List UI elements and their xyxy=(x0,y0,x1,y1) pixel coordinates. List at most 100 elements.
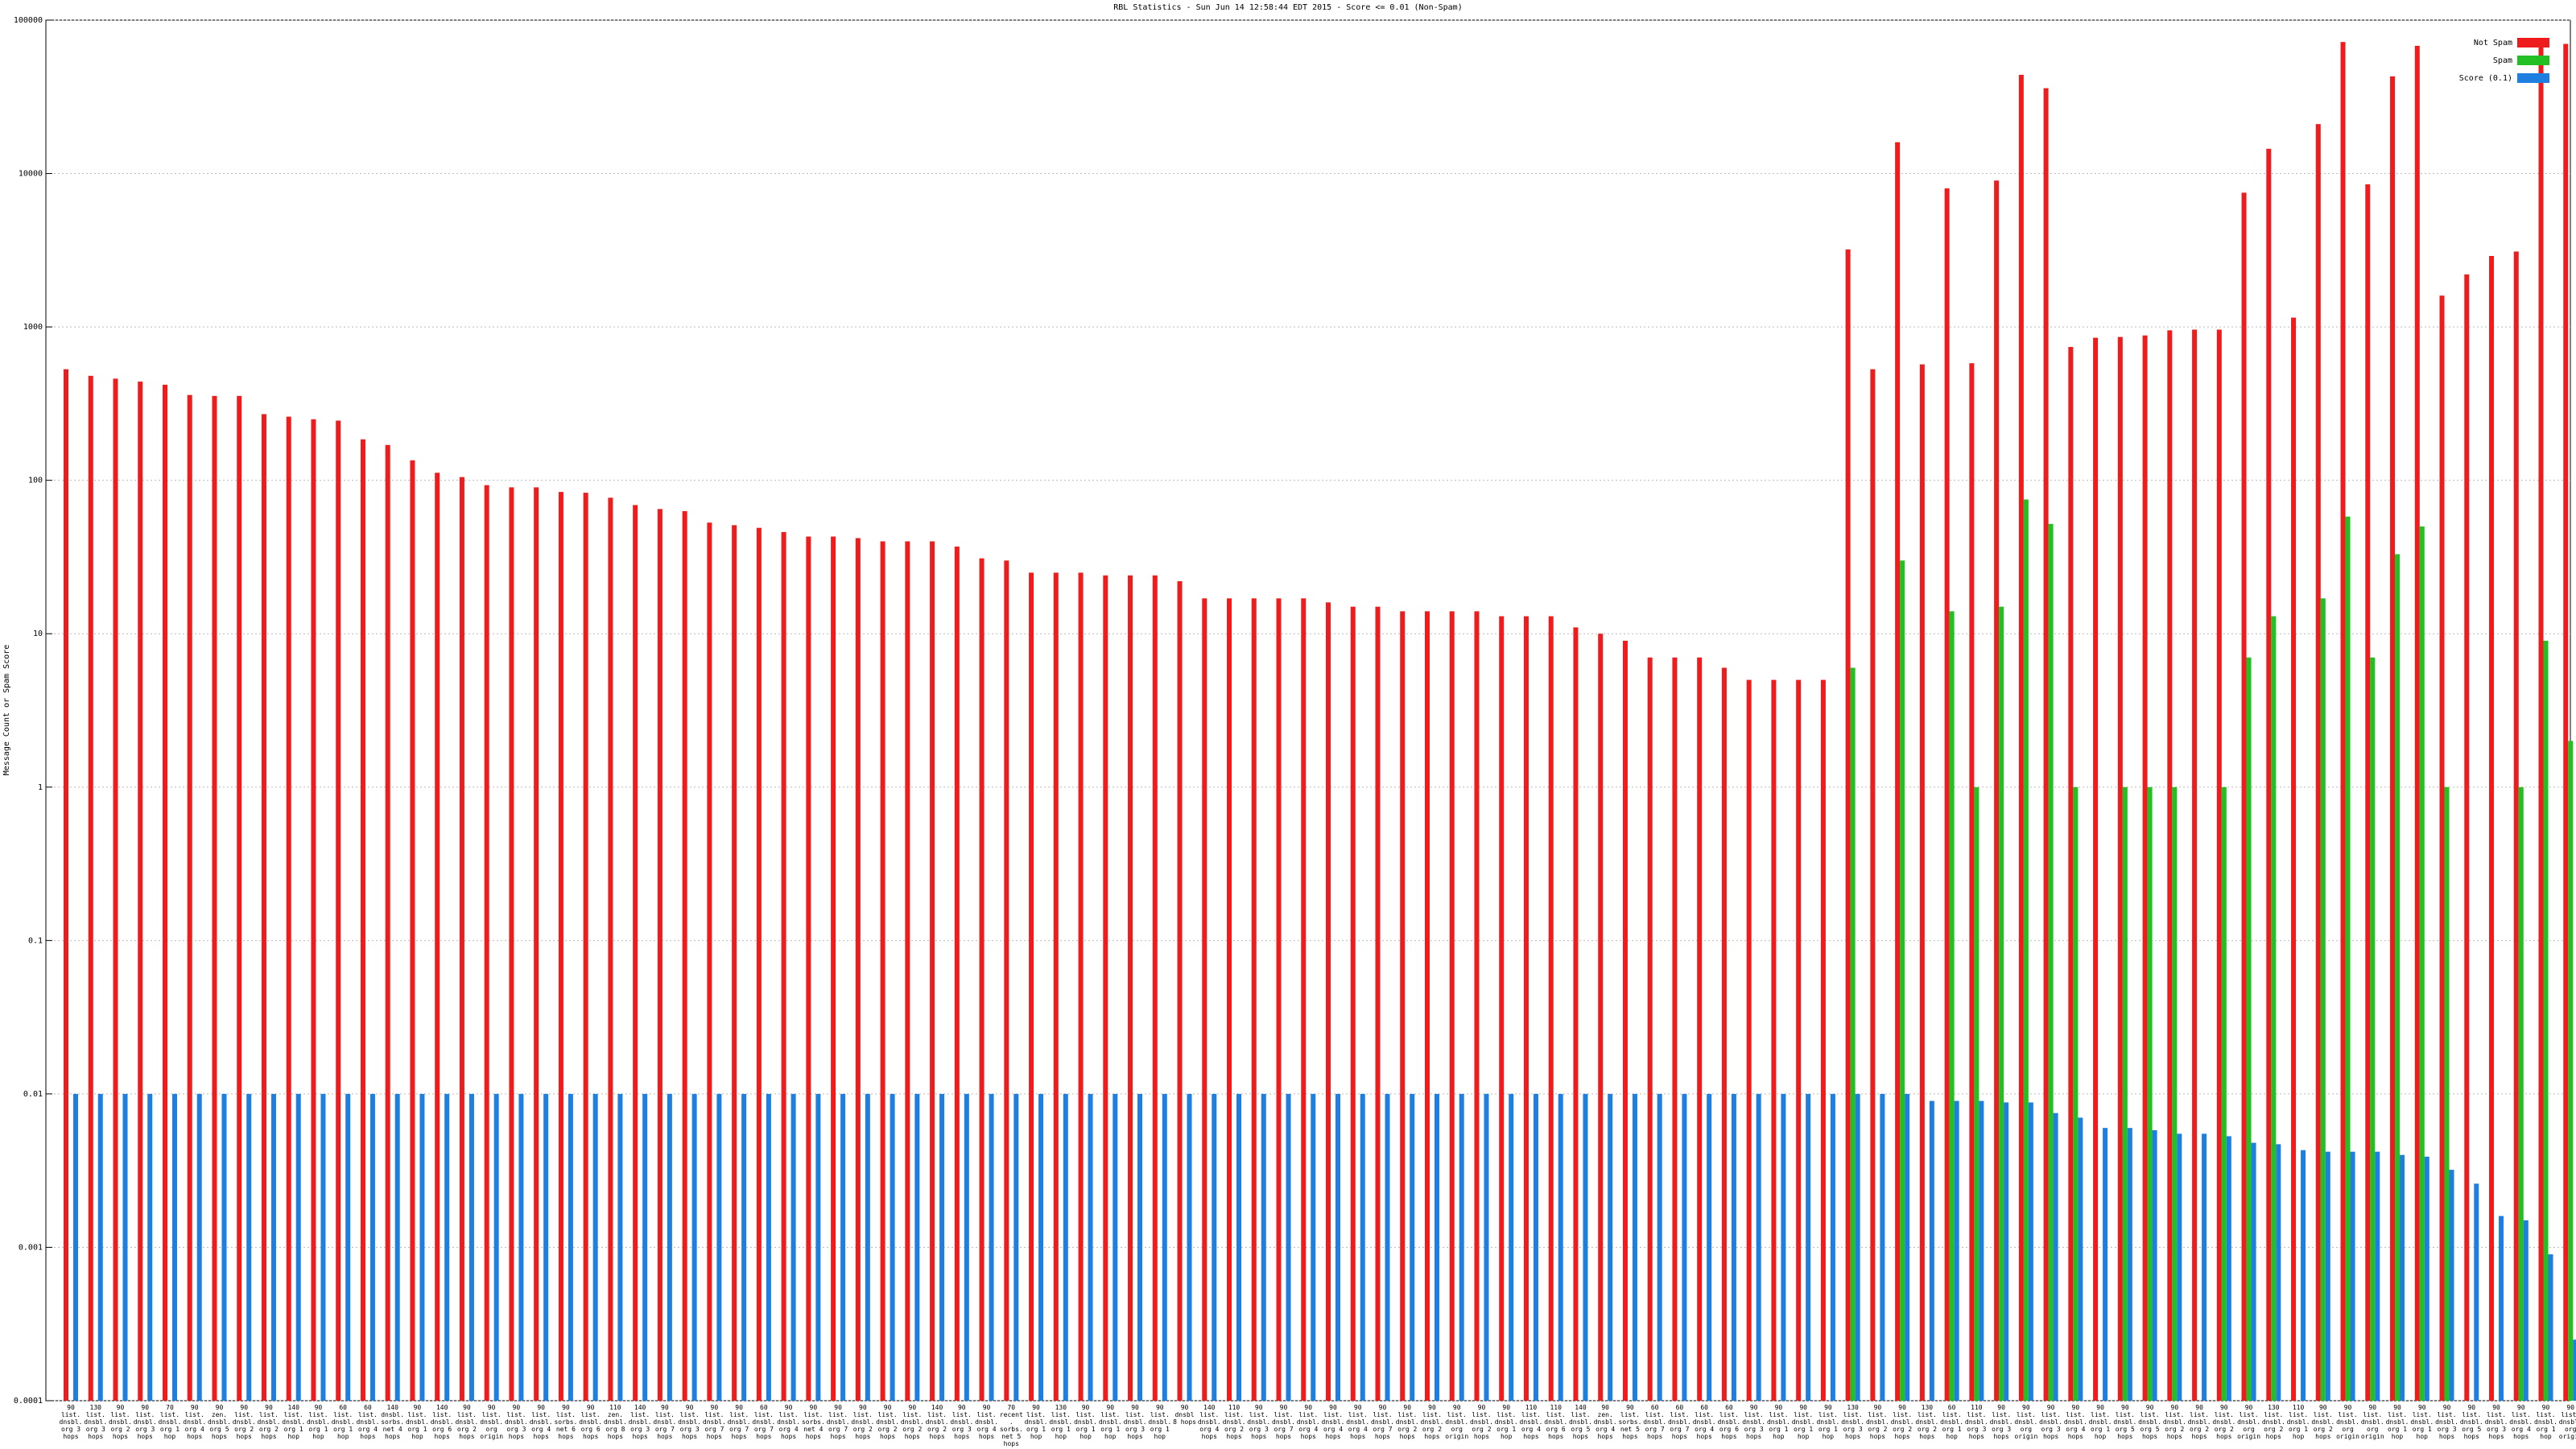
x-tick-label: 90 list. dnsbl. org 3 hops xyxy=(504,1404,528,1440)
bar xyxy=(2340,42,2346,1402)
bar xyxy=(2365,184,2371,1402)
x-tick-label: 90 list. dnsbl. org 2 hops xyxy=(2212,1404,2236,1440)
bar xyxy=(791,1093,796,1401)
x-tick-label: 90 list. dnsbl. org 3 hops xyxy=(2435,1404,2458,1440)
bar xyxy=(1311,1093,1316,1401)
bar xyxy=(196,1093,202,1401)
x-tick-label: 90 list. dnsbl. org 3 hops xyxy=(2484,1404,2508,1440)
x-tick-label: 140 list. dnsbl. org 4 hops xyxy=(1197,1404,1221,1440)
bar xyxy=(2350,1151,2355,1401)
bar xyxy=(2023,499,2029,1402)
bar xyxy=(1063,1093,1068,1401)
bar xyxy=(806,536,811,1402)
bar xyxy=(493,1093,499,1401)
bar xyxy=(1013,1093,1019,1401)
bar xyxy=(2167,330,2173,1402)
bar xyxy=(939,1093,945,1401)
x-tick-label: 90 list. dnsbl. org 7 hops xyxy=(727,1404,751,1440)
bar xyxy=(1622,640,1628,1401)
x-tick-label: 140 list. dnsbl. org 3 hops xyxy=(628,1404,652,1440)
bar xyxy=(1137,1093,1143,1401)
bar xyxy=(1152,575,1158,1401)
bar xyxy=(410,460,415,1402)
x-tick-label: 90 list. dnsbl. org 4 hops xyxy=(529,1404,553,1440)
legend-label: Not Spam xyxy=(2474,39,2512,47)
bar xyxy=(1113,1093,1118,1401)
bar xyxy=(1721,667,1727,1401)
bar xyxy=(534,487,539,1401)
bar xyxy=(716,1093,722,1401)
x-tick-label: 60 list. dnsbl. org 1 hop xyxy=(331,1404,355,1440)
bar xyxy=(1375,606,1381,1401)
x-tick-label: 140 dnsbl. sorbs. net 4 hops xyxy=(381,1404,405,1440)
bar xyxy=(2568,741,2574,1401)
bar xyxy=(667,1093,672,1401)
bar xyxy=(2251,1142,2256,1401)
bar xyxy=(1682,1093,1687,1401)
bar xyxy=(311,419,316,1402)
bar xyxy=(162,384,167,1401)
bar xyxy=(691,1093,697,1401)
bar xyxy=(2499,1216,2504,1401)
bar xyxy=(2004,1102,2009,1401)
bar xyxy=(2271,616,2277,1401)
bar xyxy=(1251,598,1257,1401)
bar xyxy=(2345,516,2351,1401)
bar xyxy=(1944,188,1950,1401)
bar xyxy=(568,1093,573,1401)
bar xyxy=(2439,295,2445,1402)
legend-label: Spam xyxy=(2493,56,2512,65)
bar xyxy=(1533,1093,1538,1401)
bar xyxy=(1919,364,1925,1402)
bar xyxy=(2068,347,2074,1401)
x-tick-label: 90 list. dnsbl. org 2 hops xyxy=(851,1404,875,1440)
bar xyxy=(1707,1093,1712,1401)
bar xyxy=(237,395,242,1401)
x-tick-label: 90 list. sorbs. net 5 hops xyxy=(1618,1404,1642,1440)
bar xyxy=(64,369,68,1402)
x-tick-label: 140 list. dnsbl. org 2 hops xyxy=(925,1404,949,1440)
bar xyxy=(2370,657,2376,1401)
bar xyxy=(2226,1136,2231,1401)
x-tick-label: 90 list. dnsbl. org origin xyxy=(480,1404,504,1440)
bar xyxy=(2573,1340,2576,1401)
bar xyxy=(979,558,985,1401)
bar xyxy=(1187,1093,1192,1401)
bar xyxy=(2103,1128,2108,1401)
bar xyxy=(1360,1093,1365,1401)
legend-swatch xyxy=(2517,73,2549,83)
bar xyxy=(766,1093,771,1401)
y-tick-label: 1 xyxy=(38,783,43,792)
x-tick-label: 130 list. dnsbl. org 2 hops xyxy=(2261,1404,2285,1440)
x-tick-label: 90 list. dnsbl. org 1 hop xyxy=(2534,1404,2557,1440)
chart-title: RBL Statistics - Sun Jun 14 12:58:44 EDT… xyxy=(1113,3,1462,12)
bar xyxy=(1548,616,1554,1401)
bar xyxy=(1900,560,1905,1401)
x-tick-label: 60 list. dnsbl. org 7 hops xyxy=(1643,1404,1667,1440)
x-tick-label: 90 list. dnsbl. org origin xyxy=(2360,1404,2384,1440)
x-tick-label: 90 list. dnsbl. org 3 hops xyxy=(1123,1404,1147,1440)
bar xyxy=(1905,1093,1910,1401)
x-tick-label: 90 list. dnsbl. org 1 hop xyxy=(2410,1404,2434,1440)
x-tick-label: 90 list. dnsbl. org 3 hops xyxy=(1989,1404,2013,1440)
x-tick-label: 90 list. dnsbl. org 2 hops xyxy=(2162,1404,2186,1440)
x-tick-label: 90 list. dnsbl. org 1 hop xyxy=(1816,1404,1840,1440)
bar xyxy=(171,1093,177,1401)
bar xyxy=(2117,336,2123,1402)
bar xyxy=(1499,616,1505,1401)
bar xyxy=(1929,1100,1934,1401)
plot-frame xyxy=(45,19,2571,1402)
bar xyxy=(558,492,564,1401)
bar xyxy=(2202,1133,2207,1401)
x-tick-label: 90 list. dnsbl. org 6 hops xyxy=(579,1404,603,1440)
legend-swatch xyxy=(2517,56,2549,65)
x-tick-label: 90 list. dnsbl. org 1 hop xyxy=(2385,1404,2409,1440)
bar xyxy=(2246,657,2252,1401)
y-tick-label: 0.0001 xyxy=(14,1397,43,1406)
x-tick-label: 90 list. dnsbl. org 3 hops xyxy=(59,1404,83,1440)
x-tick-label: 90 list. dnsbl. org 1 hop xyxy=(1791,1404,1815,1440)
bar xyxy=(1162,1093,1167,1401)
bar xyxy=(1756,1093,1761,1401)
bar xyxy=(1880,1093,1885,1401)
